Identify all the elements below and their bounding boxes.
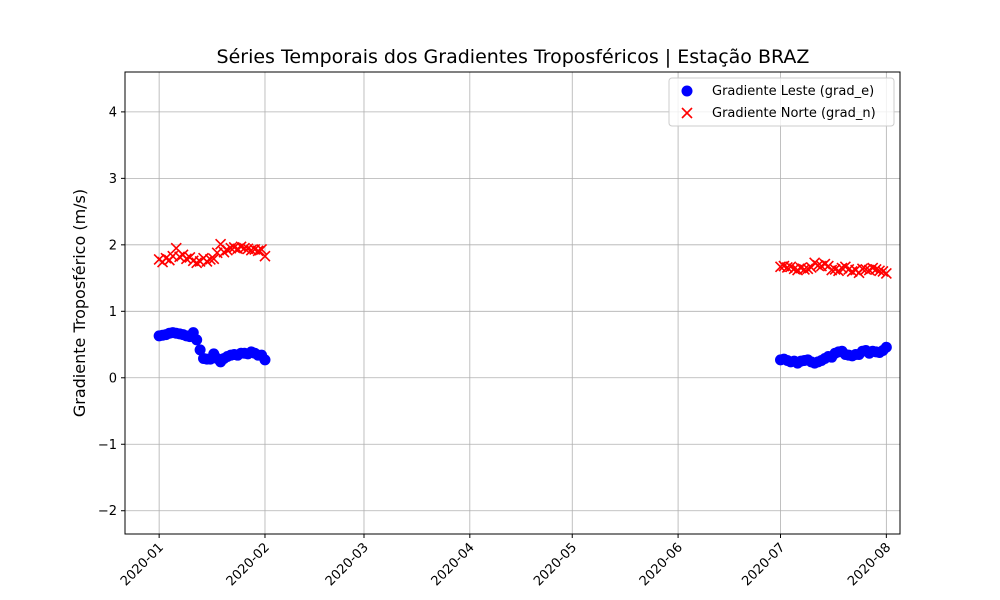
grad-n-point	[805, 261, 817, 274]
grad-n-point	[252, 245, 264, 257]
grad-n-point	[781, 261, 793, 274]
y-tick-label: 1	[109, 305, 117, 320]
grad-e-point	[880, 341, 892, 353]
grad-n-point	[829, 263, 841, 275]
grad-e-point	[191, 334, 203, 346]
grad-e-point	[259, 354, 271, 366]
legend-label-grad-n: Gradiente Norte (grad_n)	[712, 106, 876, 121]
x-tick-label: 2020-08	[845, 540, 894, 589]
grad-n-point	[873, 265, 886, 277]
grad-n-point	[877, 265, 889, 277]
grad-n-point	[218, 246, 230, 258]
grad-n-point	[160, 252, 172, 264]
x-tick-label: 2020-02	[224, 540, 273, 589]
y-tick-label: 4	[109, 105, 117, 120]
grad-n-point	[235, 241, 247, 253]
x-tick-label: 2020-01	[118, 540, 167, 589]
legend-marker-grad-n	[681, 107, 693, 119]
grad-n-point	[880, 267, 892, 279]
grad-n-point	[785, 261, 797, 273]
x-tick-label: 2020-04	[429, 540, 478, 589]
legend-label-grad-e: Gradiente Leste (grad_e)	[712, 84, 874, 99]
grad-n-point	[174, 251, 186, 263]
x-tick-label: 2020-06	[637, 540, 686, 589]
x-tick-label: 2020-05	[531, 540, 580, 589]
grad-n-point	[798, 263, 810, 275]
grad-n-point	[201, 255, 213, 268]
grad-n-point	[259, 250, 271, 262]
x-tick-label: 2020-03	[323, 540, 372, 589]
y-tick-label: 2	[109, 238, 117, 253]
grad-n-point	[812, 259, 824, 272]
legend: Gradiente Leste (grad_e) Gradiente Norte…	[668, 77, 895, 127]
y-tick-label: 3	[109, 172, 117, 187]
chart-title: Séries Temporais dos Gradientes Troposfé…	[217, 46, 810, 68]
plot-area-frame	[124, 71, 901, 535]
grad-n-point	[836, 262, 848, 274]
grad-n-point	[856, 263, 869, 275]
grad-n-point	[860, 263, 872, 275]
y-tick-label: −1	[98, 438, 117, 453]
grad-e-point	[194, 344, 206, 356]
grad-n-point	[221, 244, 233, 256]
x-tick-label: 2020-07	[739, 540, 788, 589]
y-tick-label: −2	[98, 504, 117, 519]
grad-n-point	[867, 262, 879, 274]
grid	[125, 72, 900, 534]
grad-n-point	[846, 265, 858, 277]
y-tick-label: 0	[109, 371, 117, 386]
grad-n-point	[208, 253, 220, 265]
y-axis-title: Gradiente Troposférico (m/s)	[70, 189, 89, 417]
data-points	[153, 238, 892, 369]
legend-marker-grad-e	[681, 85, 693, 97]
grad-n-point	[870, 263, 882, 275]
grad-n-point	[238, 242, 251, 254]
grad-n-point	[255, 243, 268, 256]
grad-n-point	[191, 257, 203, 269]
legend-box	[668, 77, 895, 127]
grad-n-point	[180, 253, 193, 265]
